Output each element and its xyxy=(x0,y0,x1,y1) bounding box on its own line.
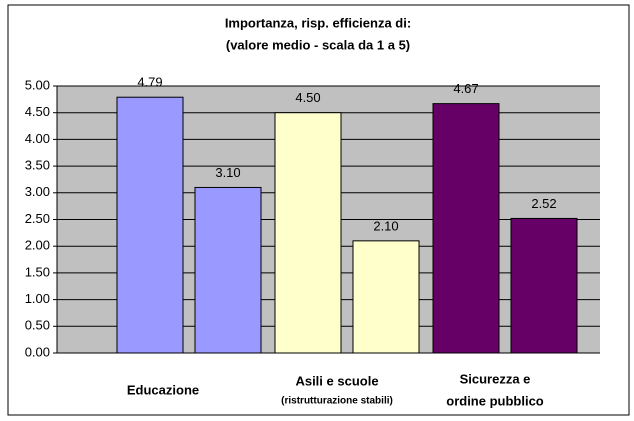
bar xyxy=(432,103,500,354)
bar xyxy=(194,186,262,354)
y-tick-label: 2.00 xyxy=(25,238,50,253)
y-tick-label: 0.50 xyxy=(25,318,50,333)
value-label: 4.50 xyxy=(295,90,320,105)
y-tick-label: 1.00 xyxy=(25,291,50,306)
y-tick-label: 0.00 xyxy=(25,344,50,359)
value-label: 2.10 xyxy=(373,218,398,233)
x-tick-label: ordine pubblico xyxy=(446,393,544,408)
chart-title: Importanza, risp. efficienza di: xyxy=(225,15,411,30)
x-tick-label: Educazione xyxy=(127,382,199,397)
x-tick-label: Asili e scuole xyxy=(295,373,378,388)
y-tick-label: 2.50 xyxy=(25,211,50,226)
bar xyxy=(274,112,342,354)
y-tick-label: 3.50 xyxy=(25,158,50,173)
y-tick-label: 5.00 xyxy=(25,77,50,92)
x-tick-label: (ristrutturazione stabili) xyxy=(281,396,393,407)
bar xyxy=(116,96,184,354)
value-label: 4.79 xyxy=(137,75,162,90)
chart-subtitle: (valore medio - scala da 1 a 5) xyxy=(226,37,410,52)
value-label: 3.10 xyxy=(215,165,240,180)
x-tick-label: Sicurezza e xyxy=(460,371,531,386)
value-label: 4.67 xyxy=(453,81,478,96)
value-label: 2.52 xyxy=(531,196,556,211)
y-tick-label: 4.50 xyxy=(25,104,50,119)
y-tick-label: 1.50 xyxy=(25,264,50,279)
y-tick-label: 4.00 xyxy=(25,131,50,146)
bar xyxy=(510,217,578,354)
y-tick-label: 3.00 xyxy=(25,184,50,199)
bar xyxy=(352,240,420,354)
